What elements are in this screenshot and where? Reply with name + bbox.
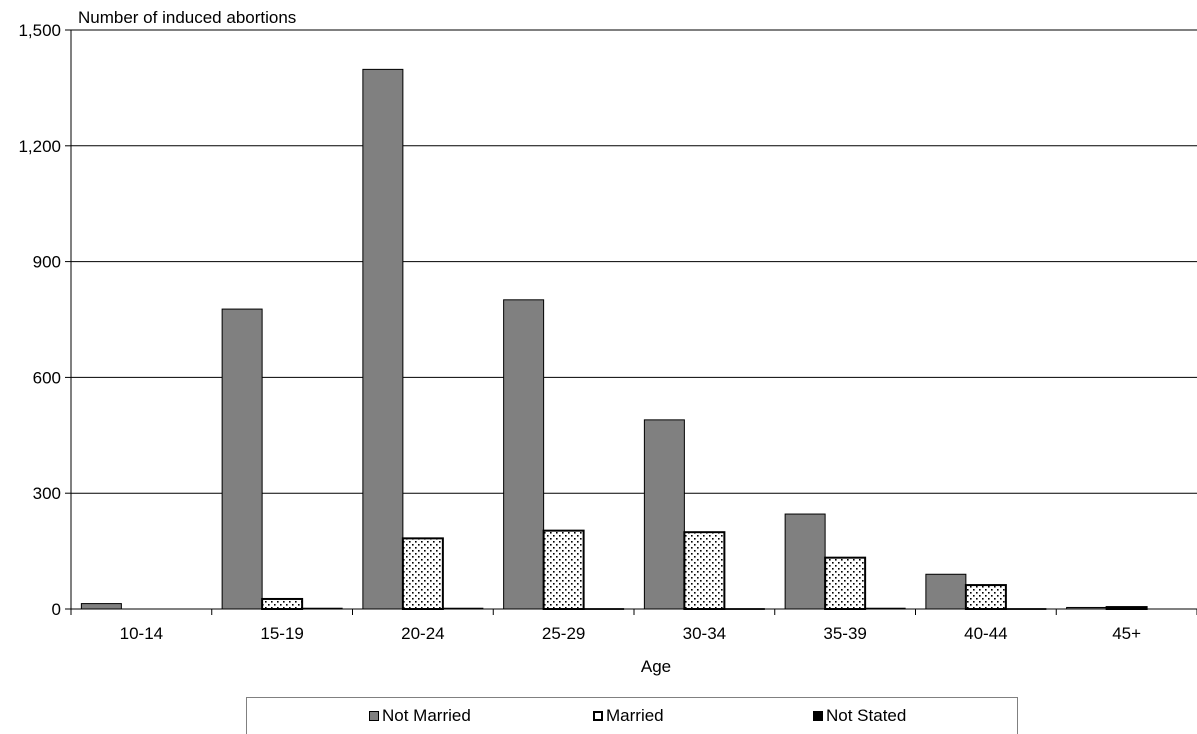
legend-swatch-not-stated xyxy=(813,711,823,721)
bar-not-married-25-29 xyxy=(503,299,545,610)
x-tick-label: 35-39 xyxy=(823,624,866,643)
bar-married-30-34 xyxy=(683,531,726,610)
legend-label-not-married: Not Married xyxy=(382,706,471,725)
legend-label-married: Married xyxy=(606,706,664,725)
legend-swatch-not-married xyxy=(369,711,379,721)
x-tick-label: 20-24 xyxy=(401,624,444,643)
bar-married-40-44 xyxy=(964,584,1007,610)
x-tick-labels: 10-14 15-19 20-24 25-29 30-34 35-39 40-44 45+ xyxy=(70,609,1197,643)
bar-not-married-35-39 xyxy=(784,513,826,610)
bar-not-married-40-44 xyxy=(925,573,967,610)
y-tick-label: 1,200 xyxy=(18,137,61,156)
legend-item-not-married: Not Married xyxy=(369,706,471,726)
y-tick-label: 600 xyxy=(33,368,61,387)
legend-item-married: Married xyxy=(593,706,664,726)
legend-label-not-stated: Not Stated xyxy=(826,706,907,725)
legend: Not Married Married Not Stated xyxy=(246,697,1018,734)
x-tick-label: 10-14 xyxy=(120,624,163,643)
x-tick-label: 25-29 xyxy=(542,624,585,643)
bar-not-married-15-19 xyxy=(221,308,263,610)
bar-married-20-24 xyxy=(401,537,444,610)
y-tick-label: 0 xyxy=(52,600,61,619)
x-tick-label: 30-34 xyxy=(683,624,726,643)
bar-married-25-29 xyxy=(542,529,585,611)
y-tick-label: 300 xyxy=(33,484,61,503)
legend-swatch-married xyxy=(593,711,603,721)
bar-married-15-19 xyxy=(261,597,304,610)
bar-married-35-39 xyxy=(824,556,867,610)
x-tick-label: 40-44 xyxy=(964,624,1007,643)
y-tick-label: 900 xyxy=(33,253,61,272)
bar-not-married-10-14 xyxy=(80,603,122,610)
x-tick-label: 45+ xyxy=(1112,624,1141,643)
y-tick-label: 1,500 xyxy=(18,21,61,40)
bar-not-married-30-34 xyxy=(643,419,685,610)
bar-not-married-20-24 xyxy=(362,68,404,610)
x-axis-title: Age xyxy=(641,657,671,676)
bars xyxy=(80,68,1148,611)
x-tick-label: 15-19 xyxy=(260,624,303,643)
y-tick-labels: 0 300 600 900 1,200 1,500 xyxy=(18,21,71,619)
y-axis-title: Number of induced abortions xyxy=(78,8,296,27)
legend-item-not-stated: Not Stated xyxy=(813,706,906,726)
